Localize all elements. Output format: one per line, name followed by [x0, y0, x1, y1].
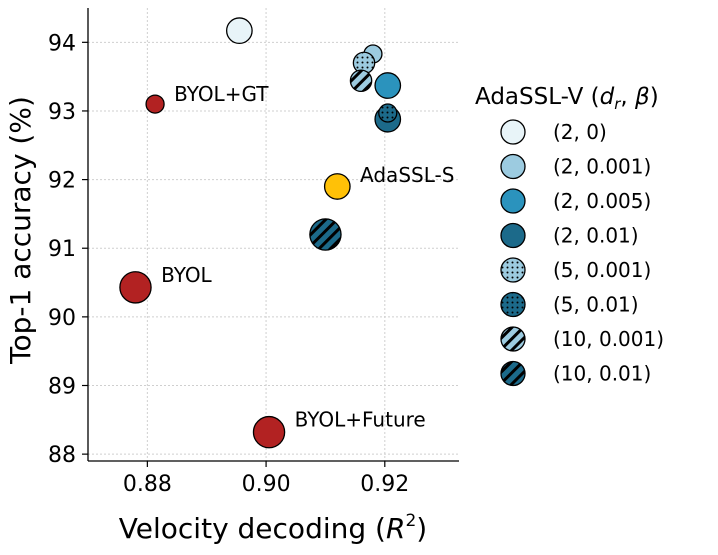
legend-title: AdaSSL-V (dr, β): [475, 84, 659, 113]
legend-marker-edge: [500, 153, 526, 180]
data-point: [119, 271, 152, 304]
data-point-fill: [146, 95, 165, 114]
legend-marker-fill: [501, 189, 525, 213]
data-point-edge: [378, 103, 398, 123]
legend-label: (2, 0.001): [553, 155, 651, 179]
data-point-fill: [226, 17, 253, 44]
x-axis-label-sup: 2: [405, 511, 416, 531]
legend-marker-hatch: [501, 292, 525, 317]
x-ticks: 0.88 0.90 0.92: [123, 461, 409, 497]
data-point-hatch: [350, 70, 372, 92]
legend-label: (10, 0.001): [553, 327, 664, 351]
data-point-edge: [225, 17, 253, 45]
point-annotation: BYOL+Future: [295, 408, 426, 432]
legend-label: (10, 0.01): [553, 362, 651, 386]
legend-marker-edge: [500, 119, 526, 145]
legend-marker-fill: [501, 120, 525, 144]
legend-marker: [500, 119, 526, 145]
y-tick-label: 93: [48, 100, 76, 125]
y-ticks: 88 89 90 91 92 93 94: [48, 31, 88, 468]
axes: [87, 8, 459, 462]
legend-marker-edge: [500, 326, 526, 352]
legend-marker: [500, 326, 526, 352]
legend-marker-hatch: [501, 327, 525, 351]
legend-marker-edge: [500, 291, 526, 318]
legend-label: (5, 0.001): [553, 258, 651, 282]
legend-entries: (2, 0) (2, 0.001) (2, 0.005) (2, 0.01) (5, 0…: [500, 119, 664, 387]
data-point-fill: [253, 416, 285, 448]
data-point-fill: [375, 72, 401, 99]
data-point: [374, 72, 402, 99]
legend-marker-fill: [501, 154, 525, 179]
legend-marker: [500, 360, 526, 387]
point-annotation: AdaSSL-S: [360, 163, 454, 187]
legend-label: (5, 0.01): [553, 293, 639, 317]
x-tick-label: 0.92: [360, 472, 409, 497]
data-point-fill: [324, 173, 351, 200]
legend: AdaSSL-V (dr, β) (2, 0) (2, 0.001) (2, 0.0…: [475, 84, 664, 387]
data-point-edge: [145, 94, 165, 114]
y-tick-label: 91: [48, 237, 76, 262]
data-point: [349, 69, 373, 93]
x-tick-label: 0.88: [123, 472, 172, 497]
y-tick-label: 89: [48, 375, 76, 400]
grid: [88, 8, 459, 461]
data-point-hatch: [309, 218, 342, 251]
legend-marker-hatch: [501, 258, 525, 282]
legend-marker: [500, 222, 526, 249]
legend-marker: [500, 257, 526, 283]
legend-marker-edge: [500, 257, 526, 283]
data-point: [252, 415, 286, 449]
x-axis-label: Velocity decoding (R2): [119, 511, 427, 545]
x-axis-label-r: R: [386, 512, 405, 545]
legend-marker: [500, 153, 526, 180]
point-annotation: BYOL+GT: [174, 82, 269, 106]
data-points: [119, 17, 402, 449]
legend-marker: [500, 188, 526, 214]
legend-marker-edge: [500, 188, 526, 214]
legend-marker-edge: [500, 222, 526, 249]
legend-marker-hatch: [501, 361, 525, 386]
legend-marker-edge: [500, 360, 526, 387]
data-point-edge: [323, 173, 351, 200]
x-tick-label: 0.90: [242, 472, 291, 497]
y-tick-label: 88: [48, 443, 76, 468]
y-tick-label: 94: [48, 31, 76, 56]
legend-label: (2, 0.01): [553, 224, 639, 248]
legend-marker-fill: [501, 223, 525, 248]
data-point-fill: [119, 271, 152, 303]
legend-label: (2, 0.005): [553, 189, 651, 213]
data-point-edge: [119, 271, 152, 304]
data-point-hatch: [378, 104, 397, 123]
data-point: [145, 94, 165, 114]
x-axis-label-end: ): [416, 512, 427, 545]
data-point-edge: [349, 69, 373, 93]
data-point-edge: [252, 415, 286, 449]
annotations: BYOL+GT BYOL BYOL+Future AdaSSL-S: [161, 82, 454, 432]
data-point: [352, 51, 376, 75]
data-point-hatch: [353, 52, 375, 74]
point-annotation: BYOL: [161, 263, 212, 287]
data-point-edge: [374, 72, 402, 99]
data-point: [309, 218, 342, 251]
legend-marker: [500, 291, 526, 318]
data-point: [378, 103, 398, 123]
data-point-edge: [309, 218, 342, 251]
legend-label: (2, 0): [553, 120, 607, 144]
y-tick-label: 92: [48, 169, 76, 194]
data-point: [225, 17, 253, 45]
data-point: [323, 173, 351, 200]
y-tick-label: 90: [48, 306, 76, 331]
y-axis-label: Top-1 accuracy (%): [4, 96, 37, 365]
